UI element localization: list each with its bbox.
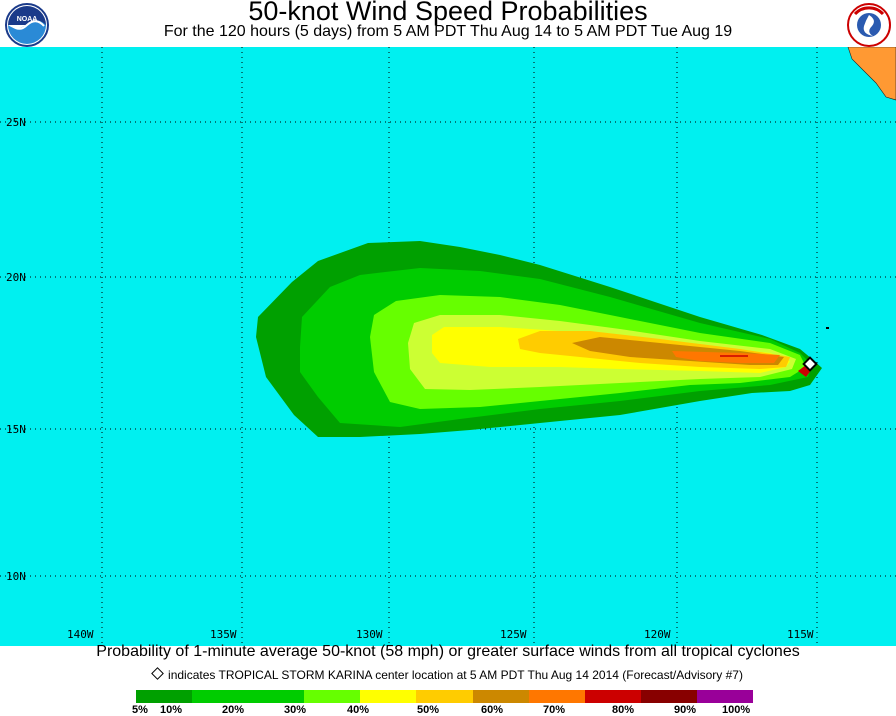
legend-swatch	[248, 690, 305, 703]
probability-map	[0, 47, 896, 646]
legend-label: 40%	[347, 704, 370, 716]
legend-label: 90%	[674, 704, 697, 716]
lon-label: 125W	[500, 628, 527, 641]
land-mexico-coast	[847, 47, 896, 101]
storm-center-note: indicates TROPICAL STORM KARINA center l…	[0, 667, 896, 682]
lon-label: 115W	[787, 628, 814, 641]
legend-label: 30%	[284, 704, 307, 716]
contour-70pct	[672, 351, 780, 363]
legend-swatch	[528, 690, 585, 703]
diamond-icon	[151, 667, 164, 680]
legend-swatch	[360, 690, 417, 703]
lat-label: 10N	[6, 570, 26, 583]
legend-swatch	[640, 690, 697, 703]
legend-swatch	[136, 690, 193, 703]
legend-label: 10%	[160, 704, 183, 716]
noaa-logo: NOAA	[5, 3, 49, 47]
lat-label: 25N	[6, 116, 26, 129]
legend-swatch	[192, 690, 249, 703]
noaa-logo-text: NOAA	[17, 16, 38, 23]
lon-label: 130W	[356, 628, 383, 641]
lon-label: 135W	[210, 628, 237, 641]
lat-label: 15N	[6, 423, 26, 436]
lon-label: 120W	[644, 628, 671, 641]
map-title: 50-knot Wind Speed Probabilities	[248, 0, 648, 26]
storm-center-marker	[802, 356, 818, 372]
nws-logo	[847, 3, 891, 47]
legend-swatch	[304, 690, 361, 703]
legend-label: 60%	[481, 704, 504, 716]
probability-caption: Probability of 1-minute average 50-knot …	[96, 643, 800, 660]
legend-swatch	[472, 690, 529, 703]
legend-label: 70%	[543, 704, 566, 716]
legend-label: 20%	[222, 704, 245, 716]
probability-legend	[136, 690, 754, 703]
small-island	[826, 327, 829, 329]
legend-label: 100%	[722, 704, 751, 716]
legend-swatch	[416, 690, 473, 703]
legend-swatch	[584, 690, 641, 703]
map-subtitle: For the 120 hours (5 days) from 5 AM PDT…	[163, 23, 733, 40]
legend-label: 50%	[417, 704, 440, 716]
legend-label: 5%	[132, 704, 148, 716]
legend-swatch	[696, 690, 754, 703]
legend-label: 80%	[612, 704, 635, 716]
storm-center-note-text: indicates TROPICAL STORM KARINA center l…	[168, 668, 743, 682]
lat-label: 20N	[6, 271, 26, 284]
lon-label: 140W	[67, 628, 94, 641]
